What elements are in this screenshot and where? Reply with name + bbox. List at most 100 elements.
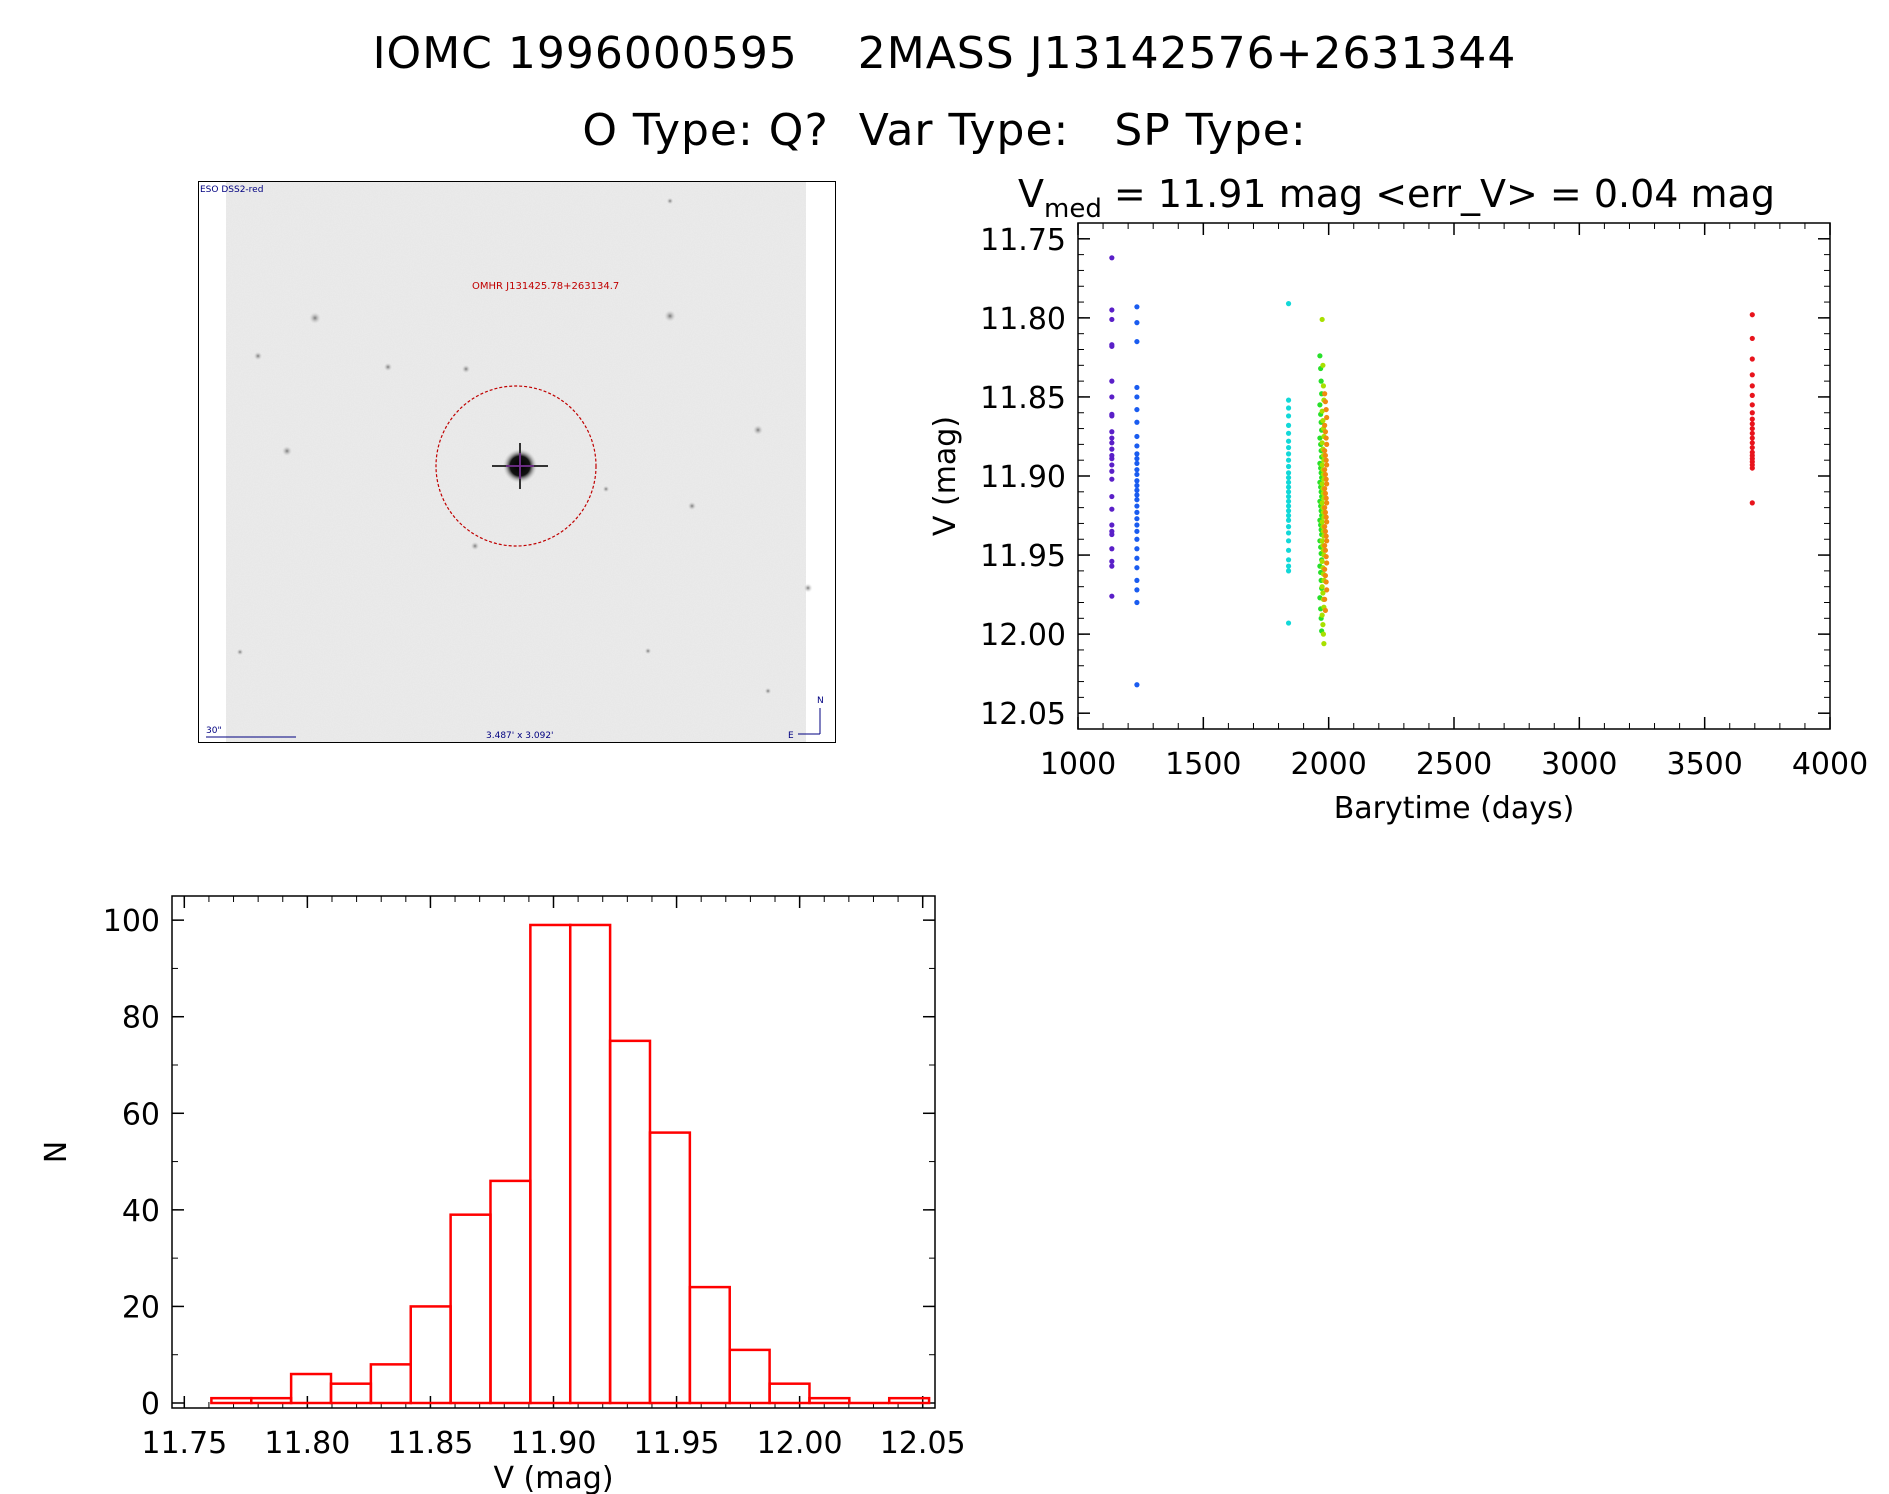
- lc-point: [1323, 457, 1329, 463]
- lc-point: [1134, 456, 1140, 462]
- lc-point: [1322, 573, 1329, 579]
- lc-point: [1320, 528, 1327, 534]
- lc-point: [1320, 524, 1326, 530]
- lc-point: [1749, 465, 1755, 471]
- lc-point: [1319, 391, 1325, 397]
- lc-point: [1320, 565, 1326, 571]
- lc-point: [1109, 476, 1115, 482]
- lc-title-v: V: [1018, 172, 1044, 216]
- lc-point: [1322, 566, 1328, 572]
- hist-bar: [568, 923, 612, 1405]
- lc-ytick-label: 11.90: [980, 460, 1066, 495]
- lc-xtick-label: 3000: [1541, 747, 1617, 782]
- lc-point: [1317, 479, 1323, 485]
- lc-point: [1324, 500, 1330, 506]
- lc-point: [1318, 615, 1324, 621]
- lc-point: [1285, 493, 1292, 500]
- lc-point: [1318, 378, 1324, 384]
- lc-point: [1109, 506, 1115, 512]
- lc-point: [1322, 547, 1329, 553]
- hist-bar: [409, 1305, 452, 1405]
- lc-point: [1109, 546, 1115, 552]
- hist-ylabel: N: [39, 1141, 74, 1163]
- lc-point: [1285, 517, 1292, 523]
- lc-point: [1134, 338, 1140, 345]
- lc-point: [1318, 411, 1324, 417]
- hist-bar: [489, 1179, 532, 1405]
- lc-point: [1322, 467, 1328, 473]
- lc-point: [1321, 604, 1327, 610]
- lc-point: [1320, 418, 1326, 424]
- hist-ytick-label: 80: [122, 1001, 160, 1036]
- lc-point: [1322, 471, 1329, 478]
- background-stars: [236, 197, 813, 695]
- lc-point: [1318, 448, 1324, 454]
- hist-xtick-label: 11.80: [264, 1426, 350, 1461]
- lc-point: [1324, 481, 1330, 487]
- hist-bar: [329, 1382, 373, 1405]
- lc-point: [1285, 547, 1292, 553]
- lc-point: [1319, 519, 1325, 525]
- lc-point: [1134, 419, 1140, 425]
- lc-point: [1134, 451, 1140, 457]
- page-title: IOMC 1996000595 2MASS J13142576+2631344: [372, 28, 1517, 79]
- hist-bar: [289, 1372, 333, 1405]
- lc-point: [1320, 362, 1326, 368]
- hist-xtick-label: 12.05: [880, 1426, 966, 1461]
- lc-point: [1109, 468, 1115, 474]
- lc-point: [1318, 569, 1324, 576]
- lc-point: [1749, 372, 1755, 378]
- lc-point: [1109, 378, 1115, 384]
- lc-point: [1109, 316, 1115, 323]
- lc-point: [1319, 584, 1325, 590]
- lc-point: [1323, 495, 1329, 501]
- lc-point: [1749, 416, 1755, 422]
- lc-point: [1285, 444, 1292, 451]
- lc-point: [1320, 471, 1327, 478]
- lc-point: [1285, 463, 1292, 470]
- lc-xtick-label: 3500: [1666, 747, 1742, 782]
- lc-point: [1320, 467, 1326, 473]
- lc-point: [1322, 607, 1329, 614]
- lc-point: [1319, 427, 1325, 433]
- north-label: N: [817, 696, 824, 706]
- lc-point: [1749, 425, 1755, 432]
- lc-point: [1317, 595, 1323, 601]
- lc-point: [1749, 444, 1755, 451]
- lc-point: [1134, 394, 1140, 400]
- lc-point: [1321, 552, 1327, 558]
- hist-bar: [210, 1396, 253, 1405]
- lc-point: [1322, 542, 1328, 549]
- lc-point: [1134, 471, 1140, 478]
- lc-xtick-label: 1500: [1165, 747, 1241, 782]
- lc-point: [1320, 571, 1327, 577]
- lc-point: [1134, 384, 1140, 391]
- lc-point: [1109, 462, 1115, 468]
- lc-point: [1318, 489, 1324, 495]
- lc-point: [1319, 408, 1325, 414]
- lc-point: [1134, 492, 1140, 498]
- lc-point: [1285, 430, 1292, 436]
- lc-point: [1317, 435, 1323, 441]
- lc-point: [1109, 528, 1115, 534]
- lc-point: [1322, 490, 1329, 496]
- lc-point: [1134, 577, 1140, 583]
- compass: N E: [788, 696, 824, 741]
- lc-point: [1320, 509, 1327, 515]
- lc-point: [1320, 425, 1327, 432]
- lc-point: [1109, 493, 1115, 500]
- lc-point: [1749, 500, 1755, 506]
- object-type-line: O Type: Q? Var Type: SP Type:: [582, 105, 1307, 156]
- lc-point: [1320, 547, 1327, 553]
- lc-ytick-label: 12.05: [980, 697, 1066, 732]
- lc-point: [1134, 522, 1140, 528]
- hist-bar: [529, 923, 572, 1405]
- lc-point: [1134, 433, 1140, 440]
- lc-point: [1134, 536, 1140, 542]
- lc-point: [1749, 456, 1755, 462]
- lc-point: [1322, 448, 1328, 454]
- survey-label: ESO DSS2-red: [200, 185, 263, 195]
- lc-point: [1319, 440, 1325, 446]
- lc-point: [1109, 531, 1115, 538]
- lc-point: [1109, 452, 1115, 459]
